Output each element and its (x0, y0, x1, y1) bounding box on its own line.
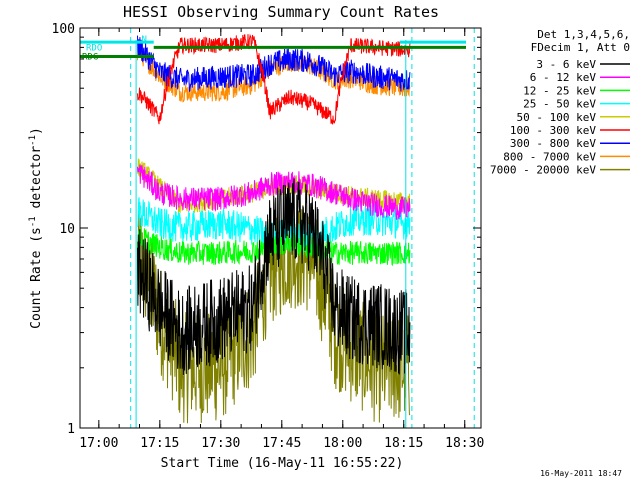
series-line-2 (137, 164, 411, 220)
x-tick-label-2: 17:30 (201, 436, 240, 451)
y-axis-title-exp1: -1 (28, 216, 38, 227)
y-axis-title-prefix: Count Rate (s (29, 227, 44, 329)
y-axis-title: Count Rate (s-1 detector-1) (28, 127, 44, 329)
rdo-label: RDO (86, 43, 102, 53)
series-line-7 (137, 35, 411, 93)
y-tick-label-2: 100 (52, 22, 75, 37)
legend-label-7: 800 - 7000 keV (503, 150, 596, 163)
x-tick-label-4: 18:00 (323, 436, 362, 451)
x-tick-label-0: 17:00 (79, 436, 118, 451)
x-tick-label-3: 17:45 (262, 436, 301, 451)
date-stamp: 16-May-2011 18:47 (540, 469, 622, 478)
legend-label-2: 12 - 25 keV (523, 84, 596, 97)
legend-header-0: Det 1,3,4,5,6, (537, 28, 630, 41)
legend-label-6: 300 - 800 keV (510, 137, 596, 150)
y-axis-title-suffix: ) (29, 127, 44, 135)
legend: Det 1,3,4,5,6,FDecim 1, Att 0 3 - 6 keV6 … (490, 28, 630, 177)
x-axis-title: Start Time (16-May-11 16:55:22) (161, 456, 404, 471)
legend-header-1: FDecim 1, Att 0 (531, 41, 630, 54)
legend-label-0: 3 - 6 keV (536, 58, 596, 71)
x-tick-label-1: 17:15 (140, 436, 179, 451)
n-label: N (142, 35, 147, 45)
series-line-1 (137, 178, 411, 376)
y-axis-title-mid: detector (29, 146, 44, 217)
legend-label-4: 50 - 100 keV (517, 111, 597, 124)
y-tick-label-0: 1 (67, 422, 75, 437)
rdg-label: RDG (82, 53, 98, 63)
legend-label-3: 25 - 50 keV (523, 98, 596, 111)
legend-label-8: 7000 - 20000 keV (490, 164, 596, 177)
x-tick-label-5: 18:15 (384, 436, 423, 451)
y-tick-label-1: 10 (59, 222, 75, 237)
x-tick-label-6: 18:30 (445, 436, 484, 451)
svg-text:Count Rate (s-1 detector-1): Count Rate (s-1 detector-1) (28, 127, 44, 329)
y-axis-title-exp2: -1 (28, 135, 38, 146)
legend-label-1: 6 - 12 keV (530, 71, 597, 84)
legend-label-5: 100 - 300 keV (510, 124, 596, 137)
chart-title: HESSI Observing Summary Count Rates (123, 3, 439, 21)
series-line-6 (137, 33, 411, 125)
